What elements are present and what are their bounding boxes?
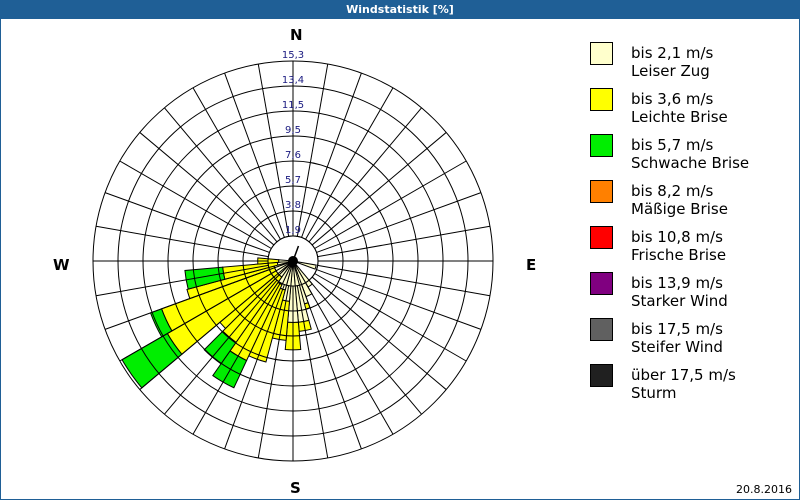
radial-tick-label: 5,7 (285, 175, 301, 186)
grid-spoke (104, 192, 270, 253)
grid-spoke (305, 87, 394, 240)
wind-sector (186, 265, 276, 300)
grid-spoke (164, 279, 278, 415)
grid-spoke (119, 160, 272, 249)
grid-spoke (314, 160, 467, 249)
radial-tick-label: 1,9 (285, 225, 301, 236)
grid-spoke (296, 285, 329, 459)
legend-swatch (590, 42, 613, 65)
grid-spoke (311, 132, 447, 246)
grid-spoke (95, 264, 269, 297)
grid-spoke (308, 107, 422, 243)
wind-sector (292, 260, 317, 270)
grid-spoke (305, 282, 394, 435)
radial-tick-label: 13,4 (282, 75, 304, 86)
grid-spoke (104, 269, 270, 330)
compass-south-label: S (290, 479, 301, 497)
legend-speed: über 17,5 m/s (631, 366, 736, 384)
grid-spoke (95, 225, 269, 258)
radial-tick-label: 11,5 (282, 100, 304, 111)
radial-tick-label: 3,8 (285, 200, 301, 211)
grid-spoke (316, 269, 482, 330)
radial-tick-label: 9,5 (285, 125, 301, 136)
legend-swatch (590, 134, 613, 157)
legend-swatch (590, 272, 613, 295)
grid-spoke (224, 72, 285, 238)
center-circle (267, 235, 319, 287)
window-title: Windstatistik [%] (0, 0, 800, 19)
legend-name: Mäßige Brise (631, 200, 728, 218)
grid-spoke (317, 264, 491, 297)
radial-tick-label: 7,6 (285, 150, 301, 161)
radial-tick-label: 15,3 (282, 50, 304, 61)
legend-swatch (590, 364, 613, 387)
compass-north-label: N (290, 26, 303, 44)
compass-east-label: E (526, 256, 537, 274)
legend-swatch (590, 88, 613, 111)
grid-spoke (257, 63, 290, 237)
grid-spoke (192, 87, 281, 240)
grid-spoke (311, 276, 447, 390)
grid-spoke (316, 192, 482, 253)
grid-spoke (164, 107, 278, 243)
legend-name: Frische Brise (631, 246, 727, 264)
legend-speed: bis 8,2 m/s (631, 182, 714, 200)
grid-spoke (119, 273, 272, 362)
legend-name: Leichte Brise (631, 108, 728, 126)
legend-speed: bis 5,7 m/s (631, 136, 714, 154)
legend-speed: bis 2,1 m/s (631, 44, 714, 62)
grid-spoke (192, 282, 281, 435)
legend-name: Starker Wind (631, 292, 728, 310)
date-stamp: 20.8.2016 (736, 483, 792, 496)
grid-spoke (139, 132, 275, 246)
legend-speed: bis 17,5 m/s (631, 320, 723, 338)
legend-name: Steifer Wind (631, 338, 723, 356)
compass-west-label: W (53, 256, 70, 274)
legend-name: Schwache Brise (631, 154, 750, 172)
legend-name: Sturm (631, 384, 677, 402)
legend-swatch (590, 180, 613, 203)
grid-spoke (314, 273, 467, 362)
grid-spoke (301, 284, 362, 450)
legend-swatch (590, 226, 613, 249)
grid-spoke (224, 284, 285, 450)
legend-speed: bis 10,8 m/s (631, 228, 723, 246)
grid-spoke (296, 63, 329, 237)
wind-sector (184, 266, 226, 290)
grid-spoke (257, 285, 290, 459)
grid-spoke (139, 276, 275, 390)
grid-spoke (317, 225, 491, 258)
legend-speed: bis 13,9 m/s (631, 274, 723, 292)
legend-name: Leiser Zug (631, 62, 710, 80)
grid-spoke (301, 72, 362, 238)
legend-speed: bis 3,6 m/s (631, 90, 714, 108)
legend-swatch (590, 318, 613, 341)
grid-spoke (308, 279, 422, 415)
